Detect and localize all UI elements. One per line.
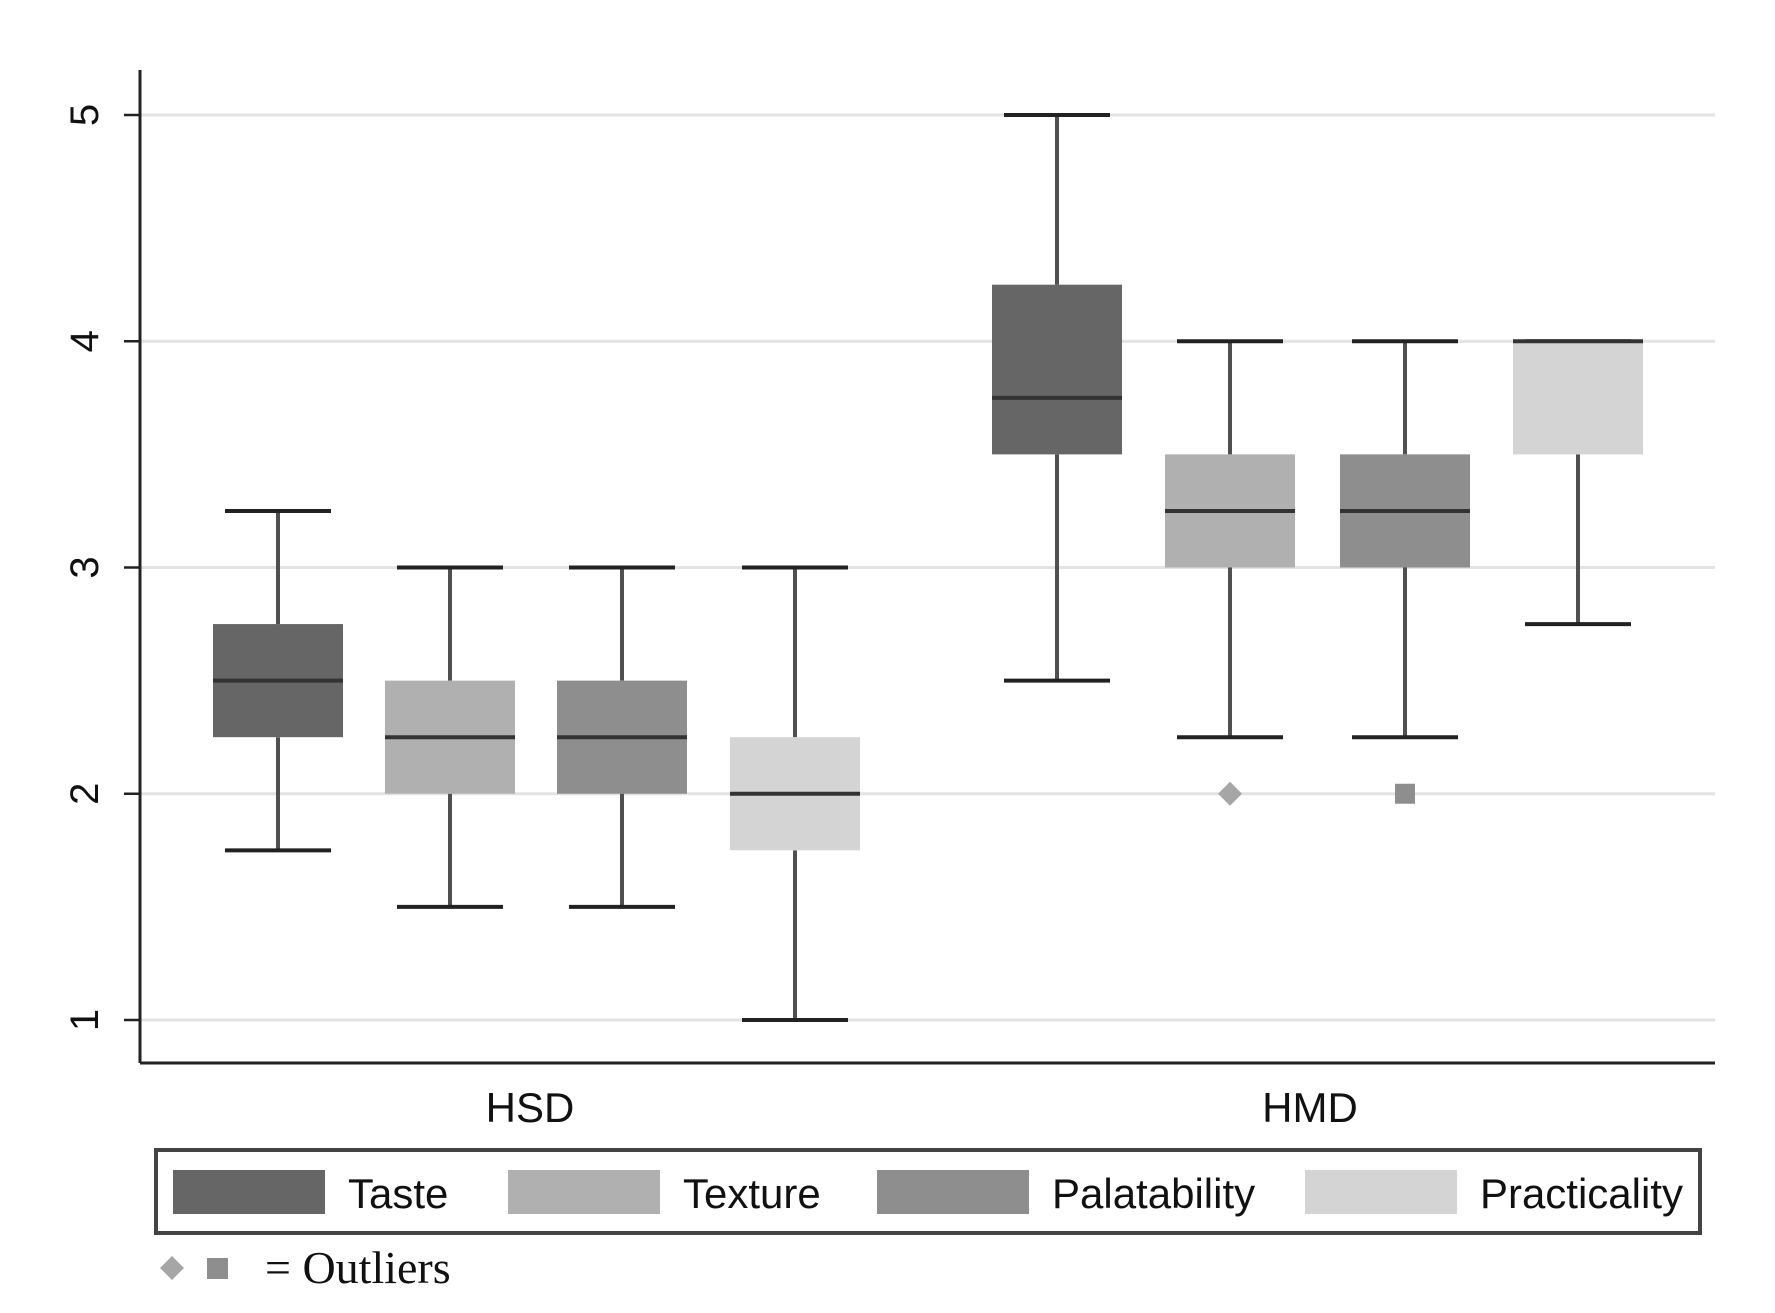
- box-practicality-hmd: [1513, 339, 1643, 627]
- legend-swatch-taste: [173, 1170, 325, 1214]
- outlier-note-diamond-icon: [160, 1256, 184, 1280]
- boxes: [213, 113, 1643, 1022]
- box-texture-hsd: [385, 565, 515, 909]
- box-palatability-hsd: [557, 565, 687, 909]
- y-tick-label-2: 2: [63, 783, 107, 805]
- iqr-box-practicality-hmd: [1513, 341, 1643, 455]
- legend-label-practicality: Practicality: [1480, 1170, 1683, 1217]
- legend-swatch-texture: [508, 1170, 660, 1214]
- box-taste-hmd: [992, 113, 1122, 683]
- gridlines: [140, 113, 1715, 1022]
- legend-swatch-palatability: [877, 1170, 1029, 1214]
- y-tick-label-4: 4: [63, 330, 107, 352]
- axes: 1 2 3 4 5: [63, 70, 1715, 1065]
- group-labels: HSD HMD: [486, 1084, 1358, 1131]
- y-tick-label-1: 1: [63, 1009, 107, 1031]
- group-label-hsd: HSD: [486, 1084, 575, 1131]
- outlier-diamond-texture-hmd: [1218, 781, 1242, 806]
- box-texture-hmd: [1165, 339, 1295, 806]
- box-practicality-hsd: [730, 565, 860, 1022]
- legend-label-texture: Texture: [683, 1170, 821, 1217]
- outlier-note: = Outliers: [160, 1242, 451, 1293]
- box-palatability-hmd: [1340, 339, 1470, 804]
- iqr-box-taste-hmd: [992, 284, 1122, 455]
- y-tick-label-3: 3: [63, 556, 107, 578]
- group-label-hmd: HMD: [1262, 1084, 1358, 1131]
- outlier-note-square-icon: [207, 1258, 228, 1279]
- outlier-square-palatability-hmd: [1395, 783, 1415, 804]
- legend-label-taste: Taste: [348, 1170, 448, 1217]
- outlier-note-text: = Outliers: [265, 1242, 451, 1293]
- legend: Taste Texture Palatability Practicality: [154, 1148, 1702, 1235]
- box-taste-hsd: [213, 508, 343, 853]
- legend-label-palatability: Palatability: [1052, 1170, 1255, 1217]
- y-tick-label-5: 5: [63, 104, 107, 126]
- legend-swatch-practicality: [1305, 1170, 1457, 1214]
